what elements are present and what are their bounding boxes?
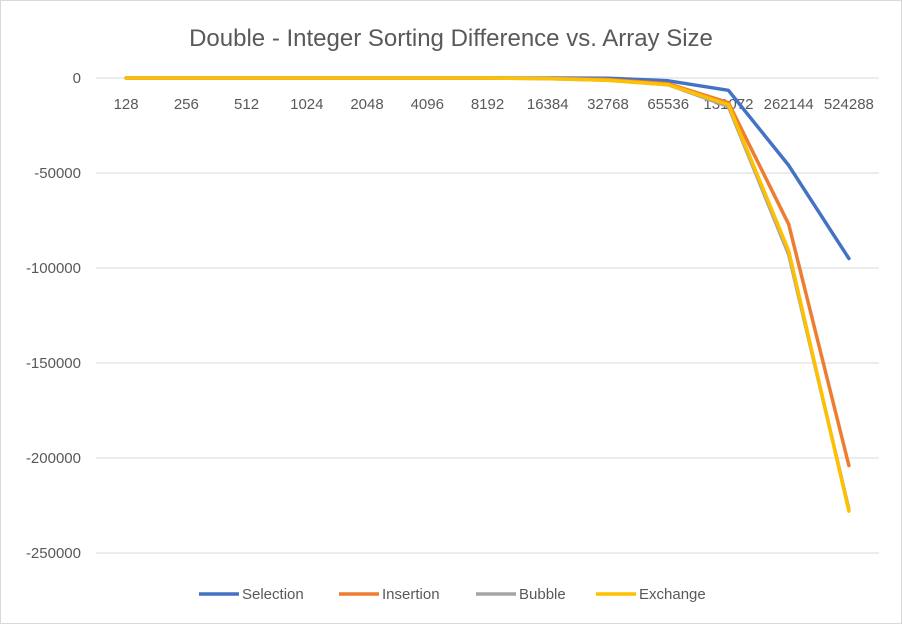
x-tick-label: 4096 <box>411 96 444 113</box>
series-lines <box>124 76 851 513</box>
x-tick-label: 8192 <box>471 96 504 113</box>
y-tick-label: -200000 <box>26 450 81 467</box>
x-axis-tick-labels: 128 256 512 1024 2048 4096 8192 16384 32768 65536… <box>114 96 874 113</box>
x-tick-label: 65536 <box>647 96 689 113</box>
x-tick-label: 2048 <box>350 96 383 113</box>
x-tick-label: 32768 <box>587 96 629 113</box>
y-tick-label: -100000 <box>26 260 81 277</box>
x-tick-label: 262144 <box>764 96 814 113</box>
legend-label-selection: Selection <box>242 586 304 603</box>
y-tick-label: -50000 <box>34 165 81 182</box>
x-tick-label: 1024 <box>290 96 323 113</box>
series-line-bubble <box>124 76 851 512</box>
chart-title: Double - Integer Sorting Difference vs. … <box>189 25 713 52</box>
x-tick-label: 512 <box>234 96 259 113</box>
x-tick-label: 16384 <box>527 96 569 113</box>
series-line-exchange <box>124 76 851 513</box>
x-tick-label: 128 <box>114 96 139 113</box>
legend-label-insertion: Insertion <box>382 586 440 603</box>
y-tick-label: 0 <box>73 70 81 87</box>
legend: Selection Insertion Bubble Exchange <box>199 586 706 603</box>
legend-label-exchange: Exchange <box>639 586 706 603</box>
x-tick-label: 256 <box>174 96 199 113</box>
x-tick-label: 524288 <box>824 96 874 113</box>
gridlines <box>96 77 879 554</box>
legend-label-bubble: Bubble <box>519 586 566 603</box>
y-tick-label: -250000 <box>26 545 81 562</box>
y-tick-label: -150000 <box>26 355 81 372</box>
y-axis-tick-labels: 0 -50000 -100000 -150000 -200000 -250000 <box>26 70 81 562</box>
